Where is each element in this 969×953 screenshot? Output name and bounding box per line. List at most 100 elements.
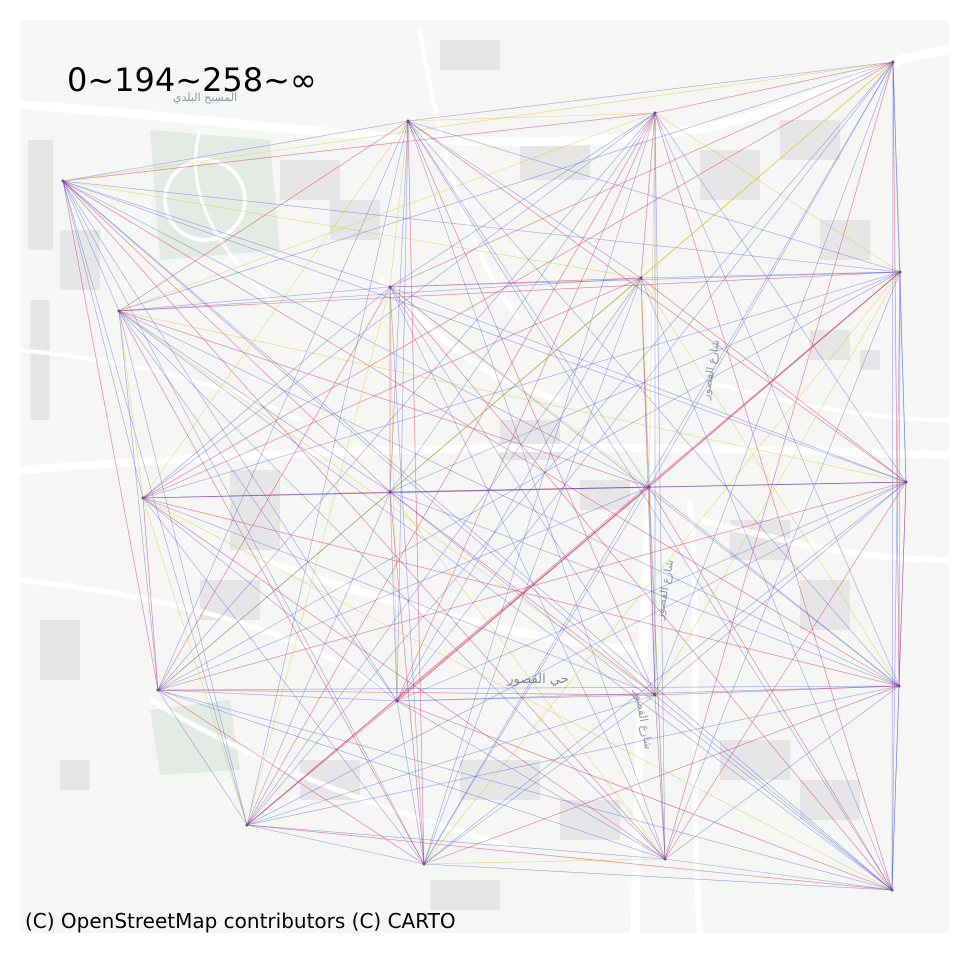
flow-line bbox=[396, 685, 900, 702]
flow-line bbox=[407, 61, 894, 122]
flow-line bbox=[62, 180, 666, 860]
flow-line bbox=[389, 271, 901, 493]
flow-line bbox=[654, 694, 893, 891]
flow-line bbox=[157, 689, 425, 865]
flow-line bbox=[640, 112, 656, 279]
od-node-marker bbox=[653, 693, 657, 697]
flow-line bbox=[389, 491, 666, 860]
flow-line bbox=[648, 61, 894, 488]
flow-line bbox=[246, 271, 901, 826]
flow-line bbox=[246, 481, 907, 826]
flow-line bbox=[407, 120, 900, 687]
flow-line bbox=[648, 481, 907, 488]
flow-line bbox=[118, 112, 656, 312]
od-node-marker bbox=[891, 60, 895, 64]
flow-line bbox=[157, 689, 893, 891]
flow-line bbox=[118, 310, 893, 891]
flow-line bbox=[118, 310, 656, 696]
map-attribution: (C) OpenStreetMap contributors (C) CARTO bbox=[25, 909, 456, 933]
flow-line bbox=[62, 180, 144, 499]
flow-line bbox=[396, 700, 425, 865]
flow-line bbox=[396, 120, 409, 702]
flow-line bbox=[396, 694, 656, 702]
flow-line bbox=[423, 277, 642, 865]
flow-line bbox=[648, 486, 893, 891]
flow-line bbox=[389, 286, 900, 687]
flow-line bbox=[423, 694, 656, 865]
od-node-marker bbox=[639, 276, 643, 280]
flow-line bbox=[142, 271, 901, 499]
flow-line bbox=[142, 497, 893, 891]
flow-line bbox=[142, 497, 248, 826]
flow-lines bbox=[62, 61, 907, 891]
flow-line bbox=[142, 497, 425, 865]
flow-line bbox=[157, 689, 248, 826]
flow-line bbox=[118, 310, 248, 826]
flow-line bbox=[899, 271, 907, 483]
flow-line bbox=[640, 277, 900, 687]
flow-line bbox=[62, 180, 650, 488]
od-node-marker bbox=[395, 699, 399, 703]
flow-line bbox=[157, 112, 656, 691]
flow-line bbox=[407, 120, 642, 279]
flow-line bbox=[898, 481, 907, 687]
flow-line bbox=[654, 271, 901, 696]
flow-line bbox=[648, 486, 656, 696]
flow-line bbox=[389, 286, 398, 702]
flow-line bbox=[62, 112, 656, 182]
flow-line bbox=[62, 120, 409, 182]
flow-line bbox=[423, 863, 893, 891]
flow-line bbox=[142, 61, 894, 499]
flow-line bbox=[62, 180, 642, 279]
flow-line bbox=[407, 120, 893, 891]
flow-line bbox=[157, 277, 642, 691]
flow-line bbox=[654, 61, 894, 114]
flow-line bbox=[654, 112, 900, 687]
flow-line bbox=[246, 277, 642, 826]
flow-line bbox=[246, 120, 409, 826]
flow-line bbox=[157, 491, 391, 691]
od-node-marker bbox=[156, 688, 160, 692]
flow-line bbox=[891, 685, 900, 891]
flow-line bbox=[407, 120, 901, 273]
basemap-label: حي القصور bbox=[506, 672, 568, 687]
park-area bbox=[150, 700, 240, 775]
flow-line bbox=[891, 61, 894, 891]
flow-line bbox=[396, 481, 907, 702]
flow-line bbox=[62, 61, 894, 182]
flow-line bbox=[389, 271, 901, 288]
flow-line bbox=[654, 112, 666, 860]
od-node-marker bbox=[406, 119, 410, 123]
flow-line bbox=[648, 486, 900, 687]
flow-line bbox=[407, 120, 656, 696]
flow-line bbox=[142, 112, 656, 499]
flow-line bbox=[246, 112, 656, 826]
flow-line bbox=[423, 486, 650, 865]
flow-line bbox=[157, 120, 409, 691]
flow-line bbox=[157, 689, 656, 696]
flow-line bbox=[118, 310, 391, 493]
flow-line bbox=[640, 277, 893, 891]
flow-line bbox=[62, 180, 120, 312]
park-area bbox=[150, 130, 280, 260]
flow-line bbox=[891, 271, 901, 891]
flow-line bbox=[389, 286, 650, 488]
flow-line bbox=[389, 491, 900, 687]
flow-line bbox=[62, 180, 391, 493]
flow-line bbox=[62, 180, 893, 891]
flow-line bbox=[389, 112, 656, 288]
flow-line bbox=[62, 180, 901, 273]
flow-line bbox=[246, 685, 900, 826]
flow-line bbox=[142, 286, 391, 499]
flow-line bbox=[654, 112, 893, 891]
flow-line bbox=[423, 481, 907, 865]
flow-line bbox=[246, 286, 391, 826]
flow-line bbox=[118, 310, 144, 499]
flow-line bbox=[654, 685, 900, 696]
flow-line bbox=[118, 310, 425, 865]
flow-line bbox=[142, 497, 666, 860]
od-node-marker bbox=[898, 270, 902, 274]
flow-line bbox=[407, 112, 656, 122]
flow-line bbox=[389, 120, 409, 288]
od-node-marker bbox=[141, 496, 145, 500]
